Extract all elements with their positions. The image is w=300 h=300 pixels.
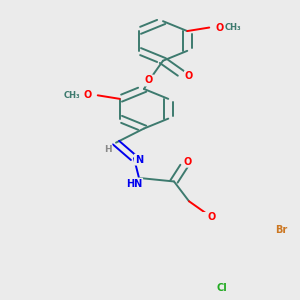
Text: O: O	[215, 22, 224, 32]
Text: N: N	[135, 154, 143, 165]
Text: H: H	[104, 145, 112, 154]
Text: CH₃: CH₃	[225, 23, 242, 32]
Text: O: O	[208, 212, 216, 223]
Text: CH₃: CH₃	[63, 91, 80, 100]
Text: O: O	[145, 76, 153, 85]
Text: O: O	[184, 157, 192, 167]
Text: HN: HN	[126, 178, 142, 189]
Text: O: O	[84, 90, 92, 100]
Text: Cl: Cl	[217, 283, 227, 293]
Text: O: O	[185, 71, 193, 81]
Text: Br: Br	[275, 225, 287, 235]
